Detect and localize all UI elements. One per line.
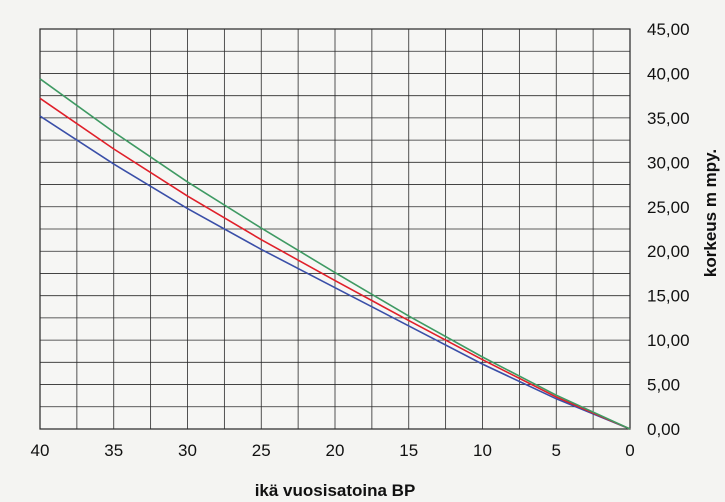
x-tick-label: 5	[552, 441, 561, 460]
x-tick-label: 0	[625, 441, 634, 460]
series-line-3	[39, 78, 631, 430]
x-axis-title: ikä vuosisatoina BP	[255, 481, 416, 500]
y-tick-label: 35,00	[647, 109, 690, 128]
y-tick-label: 5,00	[647, 376, 680, 395]
y-tick-label: 20,00	[647, 242, 690, 261]
x-tick-label: 20	[326, 441, 345, 460]
series-lines	[39, 78, 631, 430]
y-tick-label: 15,00	[647, 287, 690, 306]
y-tick-label: 0,00	[647, 420, 680, 439]
y-tick-label: 40,00	[647, 64, 690, 83]
y-axis-title: korkeus m mpy.	[701, 149, 720, 277]
x-tick-label: 40	[31, 441, 50, 460]
y-tick-label: 10,00	[647, 331, 690, 350]
x-tick-label: 30	[178, 441, 197, 460]
y-tick-label: 25,00	[647, 198, 690, 217]
series-line-2	[39, 97, 631, 430]
y-tick-label: 30,00	[647, 153, 690, 172]
x-tick-label: 25	[252, 441, 271, 460]
y-tick-labels: 0,00 5,00 10,00 15,00 20,00 25,00 30,00 35,00 40…	[647, 20, 690, 439]
x-tick-label: 10	[473, 441, 492, 460]
x-tick-labels: 40 35 30 25 20 15 10 5 0	[31, 441, 635, 460]
y-tick-label: 45,00	[647, 20, 690, 39]
x-tick-label: 35	[104, 441, 123, 460]
x-tick-label: 15	[399, 441, 418, 460]
series-line-1	[39, 115, 631, 430]
